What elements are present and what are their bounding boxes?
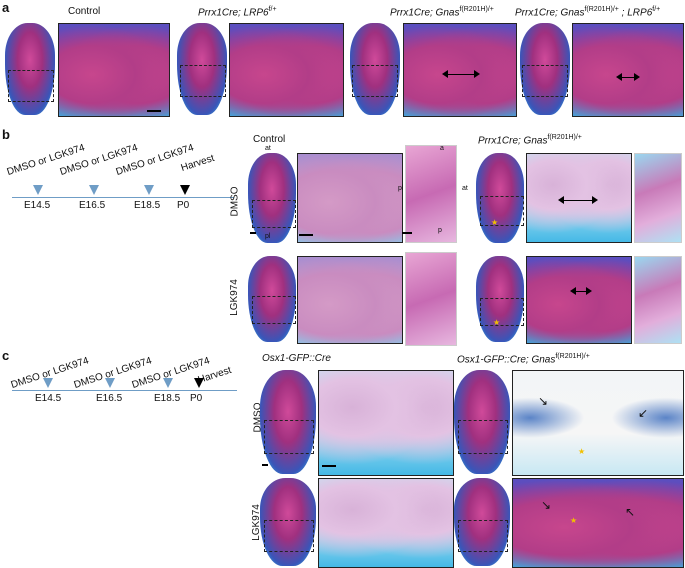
timeline-marker: [89, 185, 99, 195]
star-marker: ★: [493, 318, 501, 327]
roi-box: [522, 65, 568, 97]
scale-bar: [402, 232, 412, 234]
timeline-axis: [12, 390, 237, 391]
header-gnas-lrp6: Prrx1Cre; Gnasf(R201H)/+ ; LRP6f/+: [515, 6, 661, 19]
roi-box: [458, 520, 508, 552]
arrow-marker-icon: ↖: [625, 505, 636, 519]
roi-box: [480, 196, 524, 226]
header-lrp6: Prrx1Cre; LRP6f/+: [198, 6, 277, 19]
zoom-image-osx1-dmso: [318, 370, 454, 476]
timeline-harvest-marker: [180, 185, 190, 195]
star-marker: ★: [491, 218, 499, 227]
panel-label-b: b: [2, 127, 10, 142]
header-control-a: Control: [68, 6, 101, 17]
zoom-image-osx1-lgk974: [318, 478, 454, 568]
timeline-day: E16.5: [79, 200, 106, 211]
width-arrow: [442, 70, 480, 78]
roi-box: [264, 520, 314, 552]
header-osx1-gnas: Osx1-GFP::Cre; Gnasf(R201H)/+: [457, 353, 590, 366]
scale-bar: [262, 464, 268, 466]
width-arrow: [558, 196, 598, 204]
scale-bar: [299, 234, 313, 236]
timeline-day: E14.5: [35, 393, 62, 404]
calvaria-image-gnas-dmso: [634, 153, 682, 243]
width-arrow: [616, 73, 640, 81]
scale-bar: [147, 110, 161, 112]
scale-bar: [250, 232, 256, 234]
arrow-marker-icon: ↘: [538, 394, 549, 408]
timeline-day: P0: [177, 200, 190, 211]
panel-label-c: c: [2, 348, 10, 363]
skull-image-control-a: [5, 23, 55, 115]
zoom-image-control-dmso: [297, 153, 403, 243]
roi-box: [480, 298, 524, 326]
row-label-dmso-b: DMSO: [229, 186, 241, 217]
calvaria-image-gnas-lgk974: [634, 256, 682, 344]
roi-box: [8, 70, 54, 102]
roi-box: [252, 296, 296, 324]
timeline-marker: [163, 378, 173, 388]
timeline-day: E14.5: [24, 200, 51, 211]
arrow-marker-icon: ↙: [638, 406, 649, 420]
calvaria-image-control-lgk974: [405, 252, 457, 346]
annotation-pl: pl: [398, 185, 404, 192]
star-marker: ★: [578, 447, 586, 456]
header-osx1: Osx1-GFP::Cre: [262, 353, 331, 364]
timeline-day: P0: [190, 393, 203, 404]
timeline-marker: [43, 378, 53, 388]
annotation-at: at: [462, 185, 468, 192]
timeline-day: E18.5: [154, 393, 181, 404]
zoom-image-lrp6: [229, 23, 344, 117]
skull-image-lrp6: [177, 23, 227, 115]
roi-box: [252, 200, 296, 228]
roi-box: [180, 65, 226, 97]
roi-box: [458, 420, 508, 454]
zoom-image-gnas-lgk974: [526, 256, 632, 344]
skull-image-gnas-lgk974: [476, 256, 524, 342]
skull-image-control-lgk974: [248, 256, 296, 342]
annotation-p: p: [438, 227, 442, 234]
calvaria-image-control-dmso: [405, 145, 457, 243]
annotation-a: a: [440, 145, 444, 152]
zoom-image-gnas-lrp6: [572, 23, 684, 117]
timeline-marker: [144, 185, 154, 195]
timeline-marker: [33, 185, 43, 195]
width-arrow: [570, 287, 592, 295]
roi-box: [352, 65, 398, 97]
timeline-harvest-marker: [194, 378, 204, 388]
zoom-image-gnas-dmso: [526, 153, 632, 243]
header-gnas-b: Prrx1Cre; Gnasf(R201H)/+: [478, 134, 582, 147]
header-gnas: Prrx1Cre; Gnasf(R201H)/+: [390, 6, 494, 19]
star-marker: ★: [570, 516, 578, 525]
timeline-day: E18.5: [134, 200, 161, 211]
skull-image-gnas-a: [350, 23, 400, 115]
arrow-marker-icon: ↘: [541, 498, 552, 512]
zoom-image-control-lgk974: [297, 256, 403, 344]
zoom-image-gnas-a: [403, 23, 517, 117]
skull-image-control-dmso: [248, 153, 296, 243]
annotation-at: at: [265, 145, 271, 152]
panel-label-a: a: [2, 0, 10, 15]
zoom-image-osx1-gnas-lgk974: [512, 478, 684, 568]
timeline-day: E16.5: [96, 393, 123, 404]
roi-box: [264, 420, 314, 454]
timeline-marker: [105, 378, 115, 388]
skull-image-osx1-dmso: [260, 370, 316, 474]
skull-image-gnas-lrp6: [520, 23, 570, 115]
header-control-b: Control: [253, 134, 286, 145]
skull-image-osx1-gnas-dmso: [454, 370, 510, 474]
skull-image-gnas-dmso: [476, 153, 524, 243]
scale-bar: [322, 465, 336, 467]
zoom-image-osx1-gnas-dmso: [512, 370, 684, 476]
annotation-pl: pl: [265, 233, 271, 240]
timeline-axis: [12, 197, 234, 198]
row-label-lgk974-b: LGK974: [228, 279, 240, 316]
zoom-image-control-a: [58, 23, 170, 117]
